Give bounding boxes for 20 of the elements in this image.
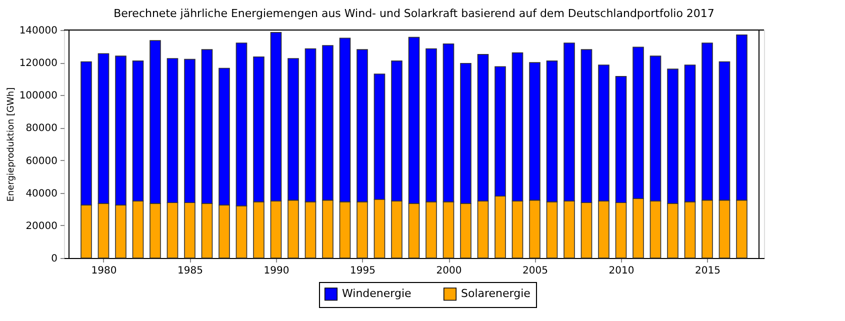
x-tick-label: 2005 bbox=[522, 266, 548, 276]
x-tick-label: 1985 bbox=[178, 266, 203, 276]
x-tick-label: 2015 bbox=[695, 266, 720, 276]
x-tick-label: 1980 bbox=[91, 266, 117, 276]
chart-title: Berechnete jährliche Energiemengen aus Wind- und Solarkraft basierend auf dem Deutschlandportfolio 2017 bbox=[114, 7, 714, 20]
y-tick-label: 0 bbox=[51, 254, 58, 264]
y-tick-label: 100000 bbox=[19, 90, 58, 102]
x-tick-label: 2010 bbox=[608, 266, 634, 276]
x-tick-label: 2000 bbox=[436, 266, 462, 276]
y-tick-label: 40000 bbox=[26, 188, 58, 200]
legend-label: Windenergie bbox=[342, 287, 412, 300]
legend-label: Solarenergie bbox=[461, 287, 531, 300]
y-tick-label: 20000 bbox=[26, 220, 58, 232]
y-tick-label: 120000 bbox=[19, 58, 58, 70]
y-axis-title: Energieproduktion [GWh] bbox=[6, 87, 16, 202]
x-tick-label: 1995 bbox=[350, 266, 376, 276]
y-tick-label: 60000 bbox=[26, 156, 58, 167]
x-tick-label: 1990 bbox=[264, 266, 290, 276]
y-tick-label: 80000 bbox=[26, 123, 58, 134]
y-tick-label: 140000 bbox=[19, 26, 58, 36]
